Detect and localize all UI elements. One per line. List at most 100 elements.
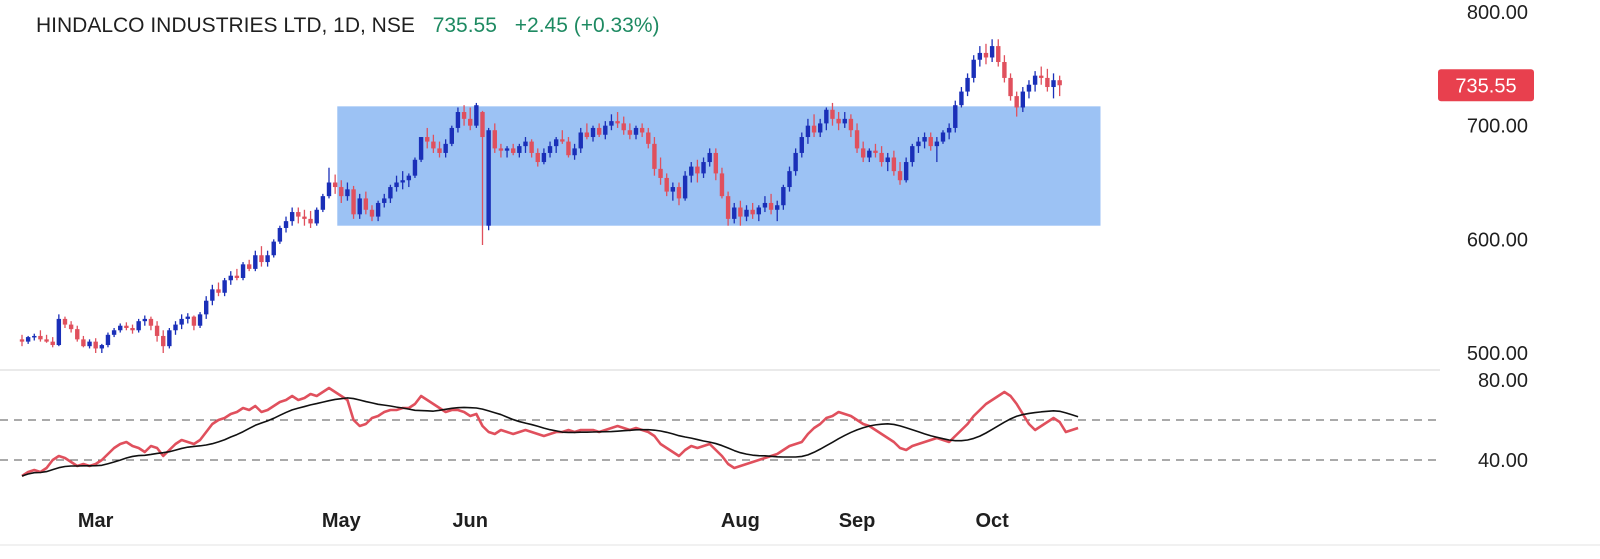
rsi-line — [21, 386, 1079, 478]
candle-body — [369, 209, 375, 217]
candle-body — [222, 280, 227, 293]
candle-body — [93, 341, 98, 349]
candle-body — [965, 77, 970, 92]
candle-body — [689, 166, 694, 176]
candle-body — [805, 125, 811, 138]
price-tick-label: 600.00 — [1467, 229, 1528, 251]
candle-body — [339, 187, 344, 197]
candle-body — [19, 339, 25, 342]
candle-body — [136, 321, 141, 331]
candle-body — [394, 182, 399, 188]
candle-body — [345, 189, 350, 197]
candle-body — [996, 46, 1001, 63]
candle-body — [517, 146, 522, 153]
candle-body — [1008, 77, 1013, 97]
candle-body — [492, 130, 497, 149]
candle-body — [161, 335, 166, 347]
candle-body — [860, 148, 866, 158]
candle-body — [676, 187, 682, 199]
candle-body — [474, 105, 479, 126]
candle-body — [50, 341, 55, 346]
candle-body — [382, 198, 387, 203]
candle-body — [326, 182, 332, 197]
candle-body — [185, 316, 190, 319]
last-price-badge-label: 735.55 — [1455, 75, 1516, 97]
candle-body — [670, 187, 676, 192]
price-tick-label: 800.00 — [1467, 2, 1528, 24]
last-price-badge — [1438, 69, 1534, 102]
candle-body — [959, 91, 964, 106]
candle-body — [197, 314, 203, 326]
candle-body — [922, 137, 927, 142]
candle-body — [701, 162, 706, 174]
candle-body — [1002, 62, 1007, 78]
candle-body — [204, 300, 209, 315]
candle-body — [461, 112, 467, 119]
candle-body — [332, 182, 338, 188]
candle-body — [32, 335, 37, 338]
candle-body — [87, 341, 92, 347]
candle-body — [983, 52, 989, 58]
candle-body — [1051, 80, 1056, 88]
candle-body — [296, 212, 301, 217]
candle-body — [848, 118, 854, 131]
candle-body — [1026, 84, 1032, 92]
candle-body — [590, 127, 596, 138]
candle-body — [695, 166, 700, 174]
candle-body — [732, 207, 737, 219]
candle-body — [68, 324, 74, 330]
candle-body — [842, 118, 847, 124]
candle-body — [916, 141, 921, 147]
candle-body — [99, 345, 105, 349]
candle-body — [879, 152, 884, 163]
candle-body — [910, 146, 915, 163]
candle-body — [253, 255, 258, 269]
candle-body — [572, 148, 577, 156]
candle-body — [578, 132, 583, 149]
candle-body — [682, 175, 688, 199]
candle-body — [289, 212, 295, 222]
candle-body — [449, 127, 454, 144]
month-label: Oct — [975, 510, 1009, 532]
candle-body — [154, 325, 160, 336]
candle-body — [44, 339, 49, 342]
candle-body — [418, 137, 424, 160]
candle-body — [971, 59, 976, 78]
candle-body — [885, 157, 890, 163]
candle-body — [953, 105, 958, 128]
candle-body — [406, 175, 412, 181]
candle-body — [560, 139, 565, 142]
candle-body — [105, 334, 111, 346]
candle-body — [173, 324, 178, 331]
candle-body — [799, 137, 804, 153]
candle-body — [1045, 77, 1050, 88]
candle-body — [504, 148, 510, 151]
candle-body — [627, 130, 633, 135]
candle-body — [756, 207, 761, 215]
candle-body — [811, 125, 817, 133]
candle-body — [713, 152, 719, 174]
candle-body — [56, 318, 62, 346]
candle-body — [768, 202, 774, 210]
candle-body — [529, 141, 534, 153]
candle-body — [246, 264, 252, 269]
candle-body — [934, 141, 940, 147]
candle-body — [480, 112, 485, 138]
candle-body — [308, 218, 313, 224]
candle-body — [897, 171, 903, 181]
candle-body — [903, 162, 909, 181]
candle-body — [946, 127, 952, 133]
price-tick-label: 700.00 — [1467, 116, 1528, 138]
candle-body — [357, 198, 362, 215]
candle-body — [781, 187, 786, 206]
candle-body — [75, 329, 80, 340]
candle-body — [609, 121, 614, 126]
month-label: May — [322, 510, 362, 532]
candle-body — [363, 198, 369, 210]
candle-body — [455, 112, 461, 128]
candle-body — [179, 318, 184, 325]
price-change: +2.45 (+0.33%) — [514, 14, 660, 37]
last-price: 735.55 — [432, 14, 497, 37]
candle-body — [400, 180, 405, 183]
